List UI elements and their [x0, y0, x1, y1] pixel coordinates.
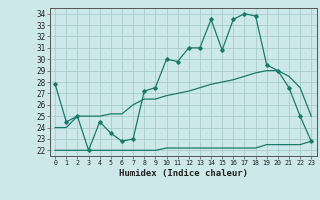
X-axis label: Humidex (Indice chaleur): Humidex (Indice chaleur): [119, 169, 248, 178]
